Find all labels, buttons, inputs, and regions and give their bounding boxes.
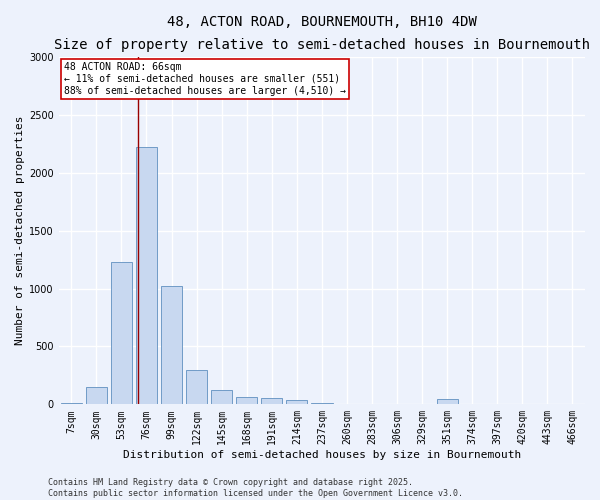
Bar xyxy=(236,398,257,404)
Bar xyxy=(186,370,207,404)
Bar xyxy=(286,400,307,404)
X-axis label: Distribution of semi-detached houses by size in Bournemouth: Distribution of semi-detached houses by … xyxy=(123,450,521,460)
Bar xyxy=(311,403,332,404)
Y-axis label: Number of semi-detached properties: Number of semi-detached properties xyxy=(15,116,25,346)
Bar xyxy=(86,387,107,404)
Bar xyxy=(261,398,283,404)
Bar xyxy=(161,286,182,405)
Bar xyxy=(61,402,82,404)
Bar xyxy=(111,262,132,404)
Text: 48 ACTON ROAD: 66sqm
← 11% of semi-detached houses are smaller (551)
88% of semi: 48 ACTON ROAD: 66sqm ← 11% of semi-detac… xyxy=(64,62,346,96)
Bar xyxy=(437,398,458,404)
Bar xyxy=(136,148,157,404)
Bar xyxy=(211,390,232,404)
Title: 48, ACTON ROAD, BOURNEMOUTH, BH10 4DW
Size of property relative to semi-detached: 48, ACTON ROAD, BOURNEMOUTH, BH10 4DW Si… xyxy=(54,15,590,52)
Text: Contains HM Land Registry data © Crown copyright and database right 2025.
Contai: Contains HM Land Registry data © Crown c… xyxy=(48,478,463,498)
